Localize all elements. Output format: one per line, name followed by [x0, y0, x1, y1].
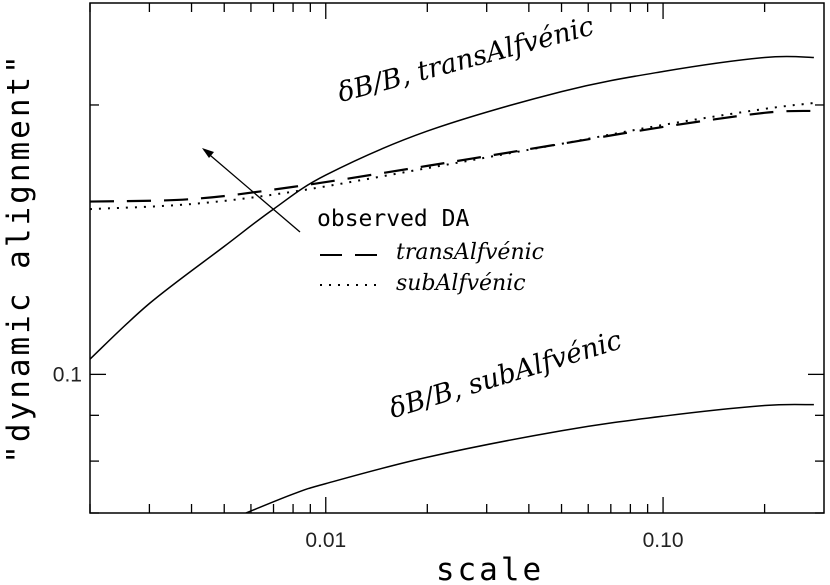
- series-line-3: [245, 403, 814, 513]
- ticks-group: [89, 3, 824, 514]
- x-tick-label: 0.01: [305, 529, 346, 552]
- x-tick-labels: 0.01 0.10: [305, 529, 683, 552]
- legend-label-sub: subAlfvénic: [396, 271, 526, 296]
- x-tick-label: 0.10: [643, 529, 684, 552]
- x-axis-label: scale: [436, 552, 544, 585]
- series-line-1: [90, 102, 815, 211]
- plot-frame: [89, 2, 825, 514]
- y-tick-labels: 0.1: [53, 363, 82, 386]
- y-axis-label: "dynamic alignment": [1, 52, 37, 464]
- annotation-trans-label: δB/B, transAlfvénic: [334, 11, 597, 109]
- series-line-2: [90, 55, 814, 360]
- annotation-sub-label: δB/B, subAlfvénic: [386, 325, 626, 425]
- arrow-head: [202, 148, 214, 158]
- arrow-shaft: [203, 149, 301, 233]
- y-tick-label: 0.1: [53, 363, 82, 386]
- series-line-0: [90, 109, 814, 203]
- arrow: [202, 148, 301, 233]
- legend-label-trans: transAlfvénic: [396, 240, 544, 265]
- legend-title: observed DA: [317, 206, 469, 232]
- legend: observed DA transAlfvénic subAlfvénic: [317, 206, 544, 296]
- series-layer: [90, 55, 815, 513]
